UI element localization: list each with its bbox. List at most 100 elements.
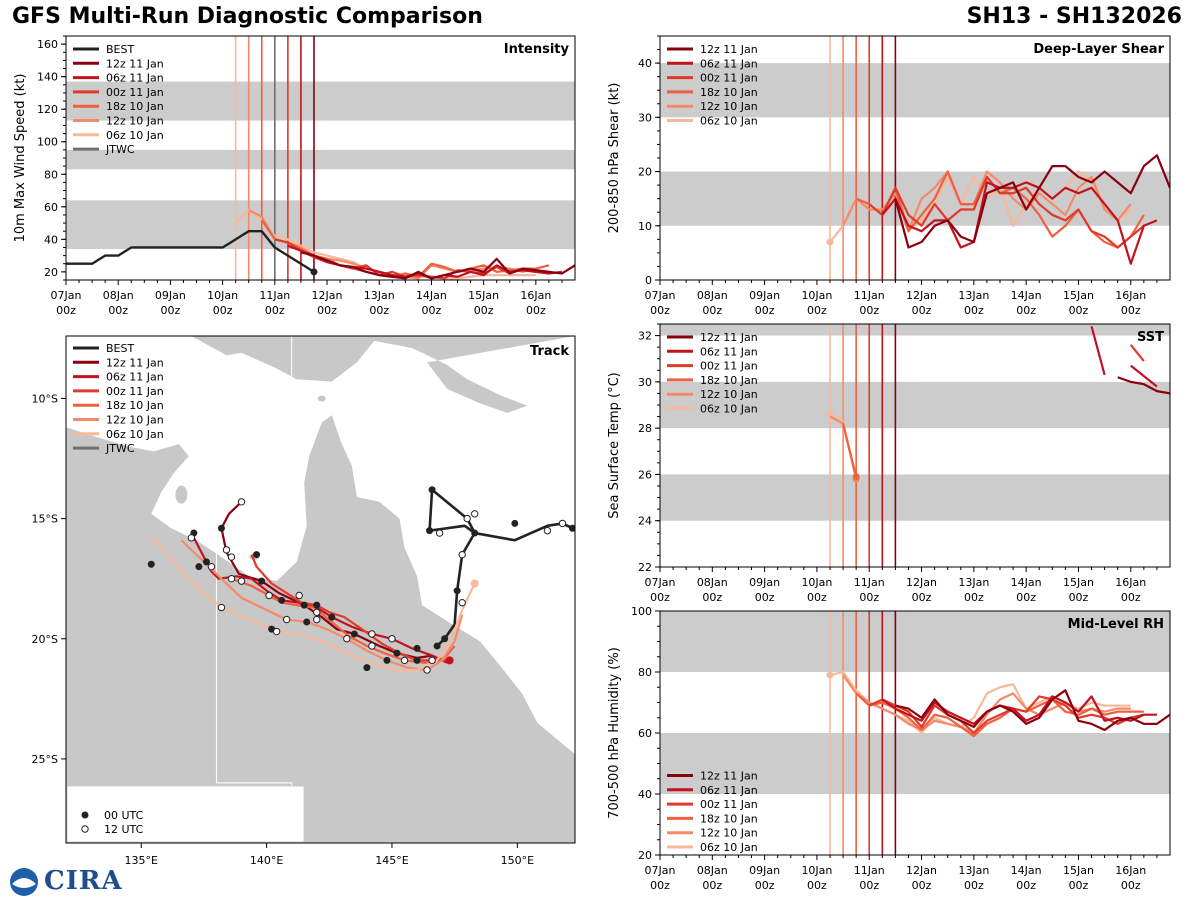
x-tick-label: 15Jan — [468, 289, 499, 302]
point-00utc — [428, 486, 436, 494]
y-tick-label: 26 — [638, 468, 652, 481]
sst-panel: 22 24 26 28 30 32 07Jan 00z 08Jan 00z 09Jan 00z 10Ja… — [607, 323, 1171, 604]
legend-entry: 18z 10 Jan — [700, 86, 758, 99]
point-00utc — [217, 524, 225, 532]
point-12utc — [463, 514, 471, 523]
y-tick-label: 80 — [44, 168, 58, 181]
figure-title: GFS Multi-Run Diagnostic Comparison — [12, 4, 483, 29]
y-tick-label: 20 — [44, 266, 58, 279]
x-tick-label: 11Jan — [854, 864, 885, 877]
x-tick-sublabel: 00z — [474, 304, 494, 317]
series-line — [881, 695, 1157, 725]
x-tick-sublabel: 00z — [912, 879, 932, 892]
y-tick-label: 10°S — [32, 392, 58, 405]
shade-band — [660, 324, 1170, 336]
x-tick-sublabel: 00z — [650, 591, 670, 604]
point-12utc — [423, 666, 431, 674]
y-tick-label: 22 — [638, 561, 652, 574]
point-00utc — [453, 587, 461, 595]
point-12utc — [187, 534, 196, 542]
x-tick-sublabel: 00z — [108, 304, 128, 317]
y-tick-label: 30 — [638, 376, 652, 389]
x-tick-sublabel: 00z — [755, 591, 775, 604]
x-tick-sublabel: 00z — [161, 304, 181, 317]
point-00utc — [471, 529, 479, 537]
x-tick-sublabel: 00z — [650, 879, 670, 892]
point-12utc — [458, 550, 466, 559]
shade-band — [660, 474, 1170, 521]
point-12utc — [227, 553, 236, 561]
x-tick-sublabel: 00z — [1016, 591, 1036, 604]
x-tick-label: 14Jan — [1011, 289, 1042, 302]
x-tick-sublabel: 00z — [964, 879, 984, 892]
y-tick-label: 100 — [37, 136, 58, 149]
x-tick-label: 12Jan — [312, 289, 343, 302]
legend-entry: 06z 10 Jan — [700, 841, 758, 854]
x-tick-sublabel: 00z — [56, 304, 76, 317]
x-tick-label: 10Jan — [207, 289, 238, 302]
y-tick-label: 140 — [37, 71, 58, 84]
series-line — [1117, 376, 1170, 395]
point-12utc — [543, 526, 552, 535]
point-12utc — [558, 519, 567, 528]
x-tick-label: 13Jan — [958, 864, 989, 877]
plot-area — [660, 611, 1170, 855]
y-tick-label: 60 — [638, 727, 652, 740]
x-tick-sublabel: 00z — [859, 304, 879, 317]
point-12utc — [265, 591, 273, 600]
legend-entry: 00z 11 Jan — [700, 360, 758, 373]
x-tick-sublabel: 00z — [1121, 304, 1141, 317]
legend-entry: JTWC — [105, 442, 135, 455]
track-map-panel: 135°E 140°E 145°E 150°E 10°S 15°S 20°S 25°S Trac… — [32, 335, 576, 867]
point-12utc — [237, 498, 246, 506]
x-tick-label: 12Jan — [906, 576, 937, 589]
x-tick-label: 15Jan — [1063, 289, 1094, 302]
y-tick-label: 20°S — [32, 633, 58, 646]
point-12utc — [458, 599, 466, 607]
x-tick-sublabel: 00z — [912, 304, 932, 317]
legend-entry: 06z 10 Jan — [106, 129, 164, 142]
y-tick-label: 40 — [638, 57, 652, 70]
y-tick-label: 160 — [37, 38, 58, 51]
point-12utc — [313, 615, 321, 624]
x-tick-label: 07Jan — [645, 576, 676, 589]
point-00utc — [313, 601, 321, 609]
y-tick-label: 28 — [638, 422, 652, 435]
point-00utc — [441, 635, 449, 643]
storm-id-label: SH13 - SH132026 — [966, 4, 1182, 29]
x-tick-label: 150°E — [501, 854, 534, 867]
legend-entry: 00z 11 Jan — [106, 385, 164, 398]
x-tick-sublabel: 00z — [964, 591, 984, 604]
x-tick-label: 13Jan — [958, 289, 989, 302]
legend-entry: 18z 10 Jan — [700, 812, 758, 825]
marker-legend-12utc-label: 12 UTC — [104, 823, 144, 836]
legend-entry: 18z 10 Jan — [700, 374, 758, 387]
panel-title: Track — [530, 344, 569, 359]
y-tick-label: 60 — [44, 201, 58, 214]
x-tick-sublabel: 00z — [964, 304, 984, 317]
point-12utc — [217, 603, 226, 612]
x-tick-label: 09Jan — [155, 289, 186, 302]
x-tick-label: 11Jan — [854, 289, 885, 302]
noaa-bird-icon — [12, 878, 36, 888]
x-tick-label: 11Jan — [259, 289, 290, 302]
panel-title: Mid-Level RH — [1068, 617, 1164, 632]
groote-eylandt — [175, 485, 188, 504]
x-tick-label: 14Jan — [1011, 864, 1042, 877]
legend-entry: 12z 10 Jan — [700, 388, 758, 401]
track-line — [150, 537, 476, 672]
y-tick-label: 10 — [638, 220, 652, 233]
point-00utc — [511, 519, 519, 527]
y-tick-label: 100 — [631, 605, 652, 618]
track-line — [180, 539, 464, 672]
point-12utc — [222, 546, 231, 554]
x-tick-label: 08Jan — [697, 864, 728, 877]
point-12utc — [313, 608, 321, 617]
x-tick-sublabel: 00z — [755, 879, 775, 892]
legend-entry: BEST — [106, 342, 134, 355]
point-12utc — [272, 627, 281, 636]
y-tick-label: 80 — [638, 666, 652, 679]
x-tick-sublabel: 00z — [422, 304, 442, 317]
series-line — [842, 423, 858, 478]
x-tick-label: 16Jan — [1115, 576, 1146, 589]
